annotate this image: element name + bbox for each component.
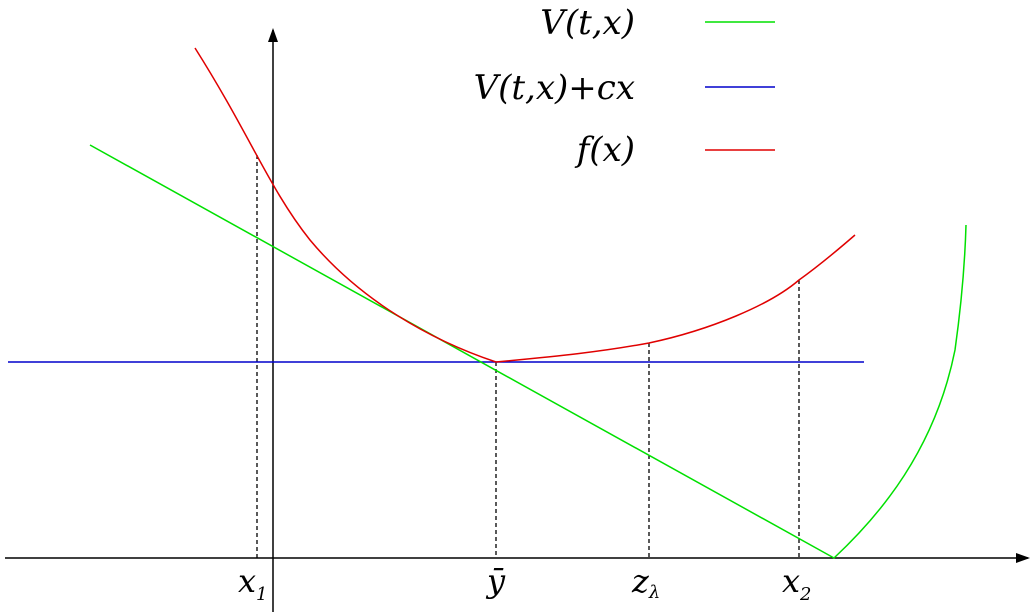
marker-zlambda: zλ xyxy=(631,562,660,603)
legend-label-v: V(t,x) xyxy=(540,3,635,43)
f-curve xyxy=(194,47,856,363)
marker-x2-sub: 2 xyxy=(799,584,811,605)
marker-x2: x2 xyxy=(782,562,812,605)
marker-x2-base: x xyxy=(782,562,800,600)
legend-label-v-plus-cx: V(t,x)+cx xyxy=(474,68,635,108)
marker-x1-base: x xyxy=(238,562,256,600)
marker-ybar: ȳ xyxy=(485,562,506,600)
marker-x1: x1 xyxy=(238,562,268,605)
v-curve xyxy=(89,144,967,559)
marker-x1-sub: 1 xyxy=(256,584,267,605)
legend-label-f: f(x) xyxy=(574,130,635,170)
marker-zlambda-sub: λ xyxy=(648,582,660,603)
marker-ybar-base: ȳ xyxy=(485,562,506,600)
marker-zlambda-base: z xyxy=(631,562,650,600)
legend: V(t,x) V(t,x)+cx f(x) xyxy=(474,3,775,170)
